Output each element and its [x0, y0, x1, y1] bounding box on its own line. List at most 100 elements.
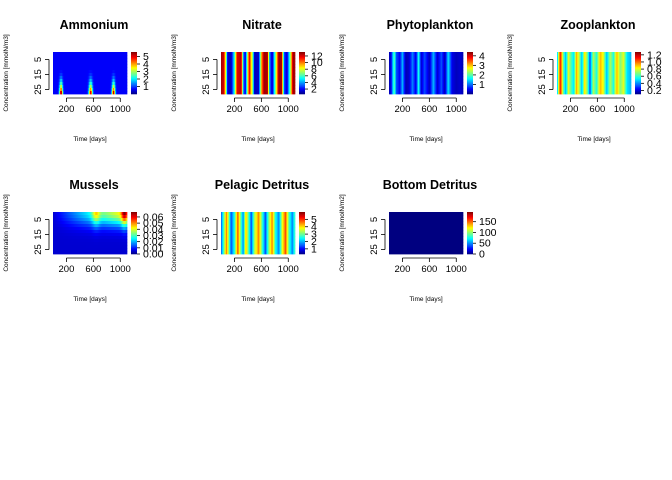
heatmap-cell	[73, 88, 75, 92]
heatmap-cell	[426, 52, 428, 56]
heatmap-cell	[615, 67, 617, 71]
heatmap-cell	[224, 82, 226, 86]
heatmap-cell	[72, 85, 74, 89]
heatmap-cell	[441, 76, 443, 80]
heatmap-cell	[407, 55, 409, 59]
heatmap-cell	[230, 70, 232, 74]
heatmap-cell	[573, 79, 575, 83]
heatmap-cell	[89, 245, 91, 249]
heatmap-cell	[613, 64, 615, 68]
heatmap-cell	[409, 82, 411, 86]
heatmap-cell	[81, 79, 83, 83]
heatmap-cell	[100, 61, 102, 65]
heatmap-cell	[102, 85, 104, 89]
heatmap-cell	[264, 67, 266, 71]
heatmap-cell	[62, 233, 64, 237]
heatmap-cell	[90, 61, 92, 65]
heatmap-cell	[410, 88, 412, 92]
heatmap-cell	[590, 58, 592, 62]
heatmap-cell	[290, 52, 292, 56]
heatmap-cell	[284, 70, 286, 74]
heatmap-cell	[114, 55, 116, 59]
heatmap-cell	[290, 67, 292, 71]
heatmap-cell	[439, 58, 441, 62]
heatmap-cell	[417, 88, 419, 92]
colorbar-tick-label: 3	[143, 66, 149, 78]
heatmap-cell	[277, 70, 279, 74]
heatmap-cell	[60, 82, 62, 86]
heatmap-cell	[461, 58, 463, 62]
heatmap-cell	[85, 218, 87, 222]
heatmap-cell	[234, 82, 236, 86]
heatmap-cell	[73, 76, 75, 80]
heatmap-cell	[389, 61, 391, 65]
heatmap-cell	[420, 91, 422, 95]
heatmap-cell	[248, 88, 250, 92]
heatmap-cell	[245, 67, 247, 71]
heatmap-cell	[91, 224, 93, 228]
heatmap-cell	[574, 85, 576, 89]
heatmap-cell	[236, 61, 238, 65]
heatmap-cell	[289, 52, 291, 56]
heatmap-cell	[88, 218, 90, 222]
heatmap-cell	[593, 73, 595, 77]
heatmap-cell	[70, 79, 72, 83]
heatmap-cell	[67, 245, 69, 249]
heatmap-cell	[261, 58, 263, 62]
heatmap-cell	[288, 55, 290, 59]
heatmap-cell	[87, 212, 89, 216]
heatmap-cell	[282, 67, 284, 71]
heatmap-cell	[420, 61, 422, 65]
heatmap-cell	[417, 58, 419, 62]
heatmap-cell	[93, 88, 95, 92]
heatmap-cell	[578, 55, 580, 59]
heatmap-cell	[624, 73, 626, 77]
heatmap-cell	[66, 251, 68, 255]
heatmap-cell	[626, 58, 628, 62]
heatmap-cell	[432, 67, 434, 71]
heatmap-cell	[625, 82, 627, 86]
heatmap-cell	[412, 55, 414, 59]
heatmap-cell	[586, 73, 588, 77]
colorbar-swatch	[467, 79, 473, 81]
heatmap-cell	[413, 64, 415, 68]
heatmap-cell	[115, 82, 117, 86]
heatmap-cell	[249, 58, 251, 62]
heatmap-cell	[604, 82, 606, 86]
heatmap-cell	[461, 52, 463, 56]
heatmap-cell	[254, 70, 256, 74]
heatmap-cell	[615, 61, 617, 65]
heatmap-cell	[398, 88, 400, 92]
heatmap-cell	[435, 70, 437, 74]
heatmap-cell	[293, 88, 295, 92]
heatmap-cell	[422, 58, 424, 62]
heatmap-cell	[438, 70, 440, 74]
heatmap-cell	[73, 215, 75, 219]
heatmap-cell	[276, 88, 278, 92]
heatmap-cell	[589, 64, 591, 68]
heatmap-cell	[90, 212, 92, 216]
heatmap-cell	[592, 91, 594, 95]
heatmap-cell	[461, 79, 463, 83]
heatmap-cell	[454, 85, 456, 89]
heatmap-cell	[267, 67, 269, 71]
heatmap-cell	[261, 88, 263, 92]
colorbar-swatch	[635, 64, 641, 66]
heatmap-cell	[268, 73, 270, 77]
heatmap-cell	[618, 73, 620, 77]
heatmap-cell	[570, 88, 572, 92]
heatmap-cell	[586, 82, 588, 86]
heatmap-cell	[239, 70, 241, 74]
heatmap-cell	[107, 52, 109, 56]
heatmap-cell	[617, 73, 619, 77]
heatmap-cell	[592, 55, 594, 59]
heatmap-cell	[265, 61, 267, 65]
heatmap-cell	[282, 88, 284, 92]
heatmap-cell	[66, 227, 68, 231]
panel-title: Mussels	[69, 178, 118, 192]
heatmap-cell	[593, 58, 595, 62]
heatmap-cell	[458, 85, 460, 89]
heatmap-cell	[614, 64, 616, 68]
heatmap-cell	[101, 52, 103, 56]
